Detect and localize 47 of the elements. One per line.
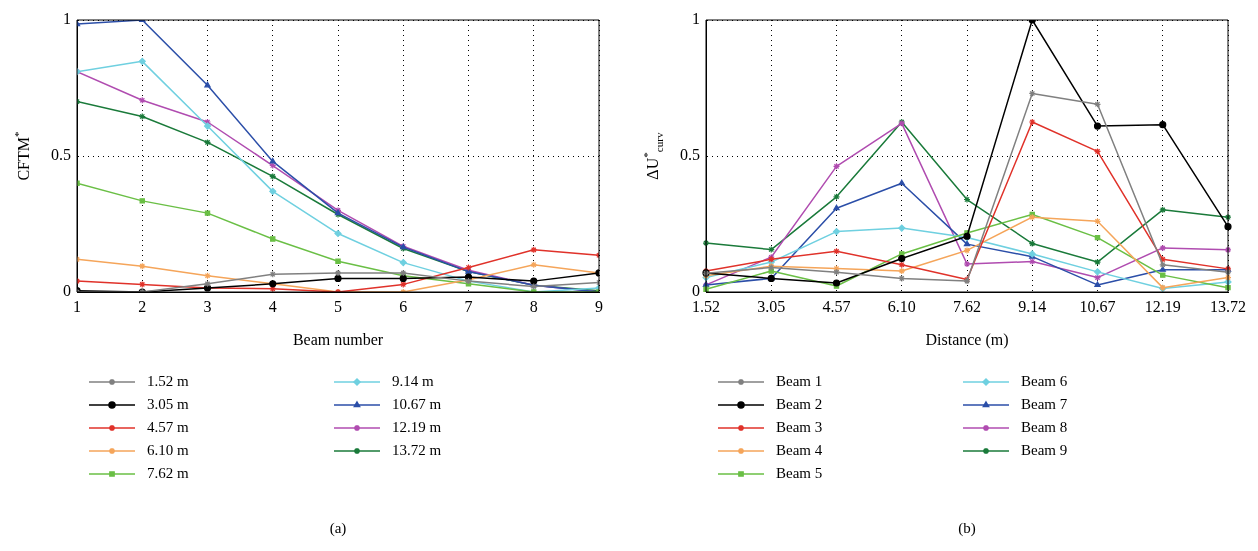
x-axis-title: Distance (m) xyxy=(925,330,1009,349)
legend-label: Beam 9 xyxy=(1021,441,1068,458)
text: (b) xyxy=(958,519,976,537)
legend-label: 1.52 m xyxy=(147,372,189,389)
x-tick-label: 4 xyxy=(268,297,277,315)
x-tick-label: 5 xyxy=(334,297,342,315)
y-axis-title: CFTM* xyxy=(11,131,33,181)
legend-label: 6.10 m xyxy=(147,441,189,458)
y-tick-label: 1 xyxy=(63,10,71,28)
x-tick-label: 2 xyxy=(138,297,147,315)
legend-label: Beam 4 xyxy=(776,441,823,458)
legend-label: 4.57 m xyxy=(147,418,189,435)
legend-label: Beam 5 xyxy=(776,464,823,481)
x-tick-label: 9 xyxy=(595,297,603,315)
x-tick-label: 10.67 xyxy=(1079,297,1116,315)
y-axis-title: ΔU*curv xyxy=(640,131,666,180)
x-tick-label: 12.19 xyxy=(1144,297,1181,315)
legend-label: Beam 2 xyxy=(776,395,823,412)
y-tick-label: 0 xyxy=(692,282,700,300)
x-axis-title: Beam number xyxy=(292,330,384,348)
x-tick-label: 6.10 xyxy=(887,297,916,315)
x-tick-label: 3.05 xyxy=(757,297,786,315)
legend-label: Beam 7 xyxy=(1021,395,1068,412)
legend-label: 13.72 m xyxy=(392,441,442,458)
y-tick-label: 0.5 xyxy=(51,146,71,164)
x-tick-label: 8 xyxy=(529,297,538,315)
legend-label: 9.14 m xyxy=(392,372,434,389)
x-tick-label: 7.62 xyxy=(953,297,981,315)
legend-label: Beam 6 xyxy=(1021,372,1068,389)
y-tick-label: 0.5 xyxy=(680,146,700,164)
x-tick-label: 13.72 xyxy=(1210,297,1246,315)
legend-label: 3.05 m xyxy=(147,395,189,412)
y-tick-label: 1 xyxy=(692,10,700,28)
x-tick-label: 6 xyxy=(399,297,408,315)
legend-label: 10.67 m xyxy=(392,395,442,412)
legend-label: Beam 1 xyxy=(776,372,823,389)
y-tick-label: 0 xyxy=(63,282,71,300)
legend-label: Beam 3 xyxy=(776,418,823,435)
text: (a) xyxy=(329,519,347,537)
x-tick-label: 1.52 xyxy=(692,297,720,315)
legend-label: Beam 8 xyxy=(1021,418,1068,435)
legend-label: 12.19 m xyxy=(392,418,442,435)
legend-label: 7.62 m xyxy=(147,464,189,481)
x-tick-label: 3 xyxy=(203,297,212,315)
x-tick-label: 7 xyxy=(464,297,473,315)
x-tick-label: 4.57 xyxy=(822,297,851,315)
x-tick-label: 9.14 xyxy=(1018,297,1047,315)
